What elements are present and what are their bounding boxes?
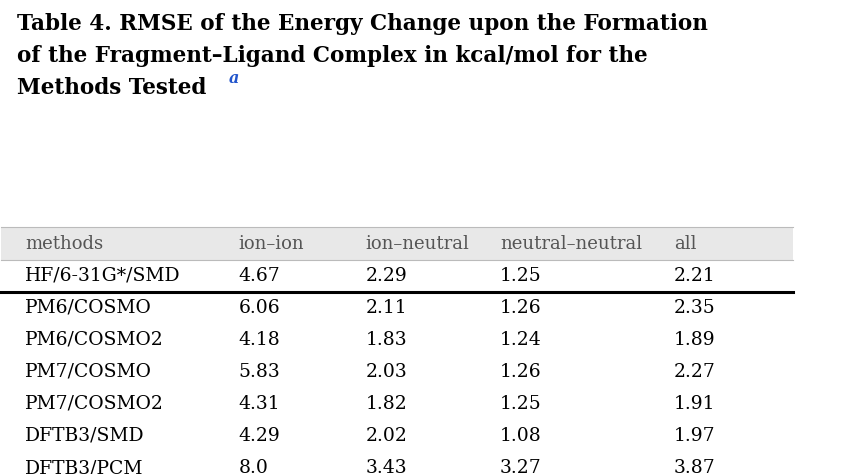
Text: 4.18: 4.18 [239,331,280,349]
Text: 2.11: 2.11 [365,299,407,317]
Text: DFTB3/SMD: DFTB3/SMD [25,427,145,445]
Text: 4.31: 4.31 [239,395,280,413]
Text: 2.29: 2.29 [365,266,407,284]
Text: PM6/COSMO: PM6/COSMO [25,299,152,317]
Text: 3.87: 3.87 [674,459,716,474]
Text: 5.83: 5.83 [239,363,280,381]
Text: 8.0: 8.0 [239,459,268,474]
Text: 3.27: 3.27 [500,459,542,474]
Text: 2.27: 2.27 [674,363,716,381]
Text: 1.26: 1.26 [500,363,542,381]
Text: neutral–neutral: neutral–neutral [500,235,642,253]
Text: methods: methods [25,235,103,253]
Text: 1.97: 1.97 [674,427,716,445]
Text: ion–neutral: ion–neutral [365,235,469,253]
Text: 1.91: 1.91 [674,395,716,413]
Text: 1.89: 1.89 [674,331,716,349]
Text: PM6/COSMO2: PM6/COSMO2 [25,331,164,349]
Text: 1.25: 1.25 [500,266,542,284]
Text: 4.29: 4.29 [239,427,280,445]
Text: of the Fragment–Ligand Complex in kcal/mol for the: of the Fragment–Ligand Complex in kcal/m… [17,45,648,67]
Text: 1.26: 1.26 [500,299,542,317]
Text: 1.82: 1.82 [365,395,407,413]
Text: ion–ion: ion–ion [239,235,305,253]
Text: 6.06: 6.06 [239,299,280,317]
Text: Table 4. RMSE of the Energy Change upon the Formation: Table 4. RMSE of the Energy Change upon … [17,13,708,35]
Text: PM7/COSMO: PM7/COSMO [25,363,152,381]
Text: 2.03: 2.03 [365,363,407,381]
Text: 1.08: 1.08 [500,427,542,445]
Text: 4.67: 4.67 [239,266,280,284]
FancyBboxPatch shape [2,228,793,260]
Text: PM7/COSMO2: PM7/COSMO2 [25,395,164,413]
Text: 1.83: 1.83 [365,331,407,349]
Text: all: all [674,235,696,253]
Text: a: a [229,70,239,87]
Text: DFTB3/PCM: DFTB3/PCM [25,459,143,474]
Text: 3.43: 3.43 [365,459,407,474]
Text: 2.35: 2.35 [674,299,716,317]
Text: Methods Tested: Methods Tested [17,77,207,99]
Text: HF/6-31G*/SMD: HF/6-31G*/SMD [25,266,181,284]
Text: 2.02: 2.02 [365,427,408,445]
Text: 1.24: 1.24 [500,331,542,349]
Text: 1.25: 1.25 [500,395,542,413]
Text: 2.21: 2.21 [674,266,716,284]
